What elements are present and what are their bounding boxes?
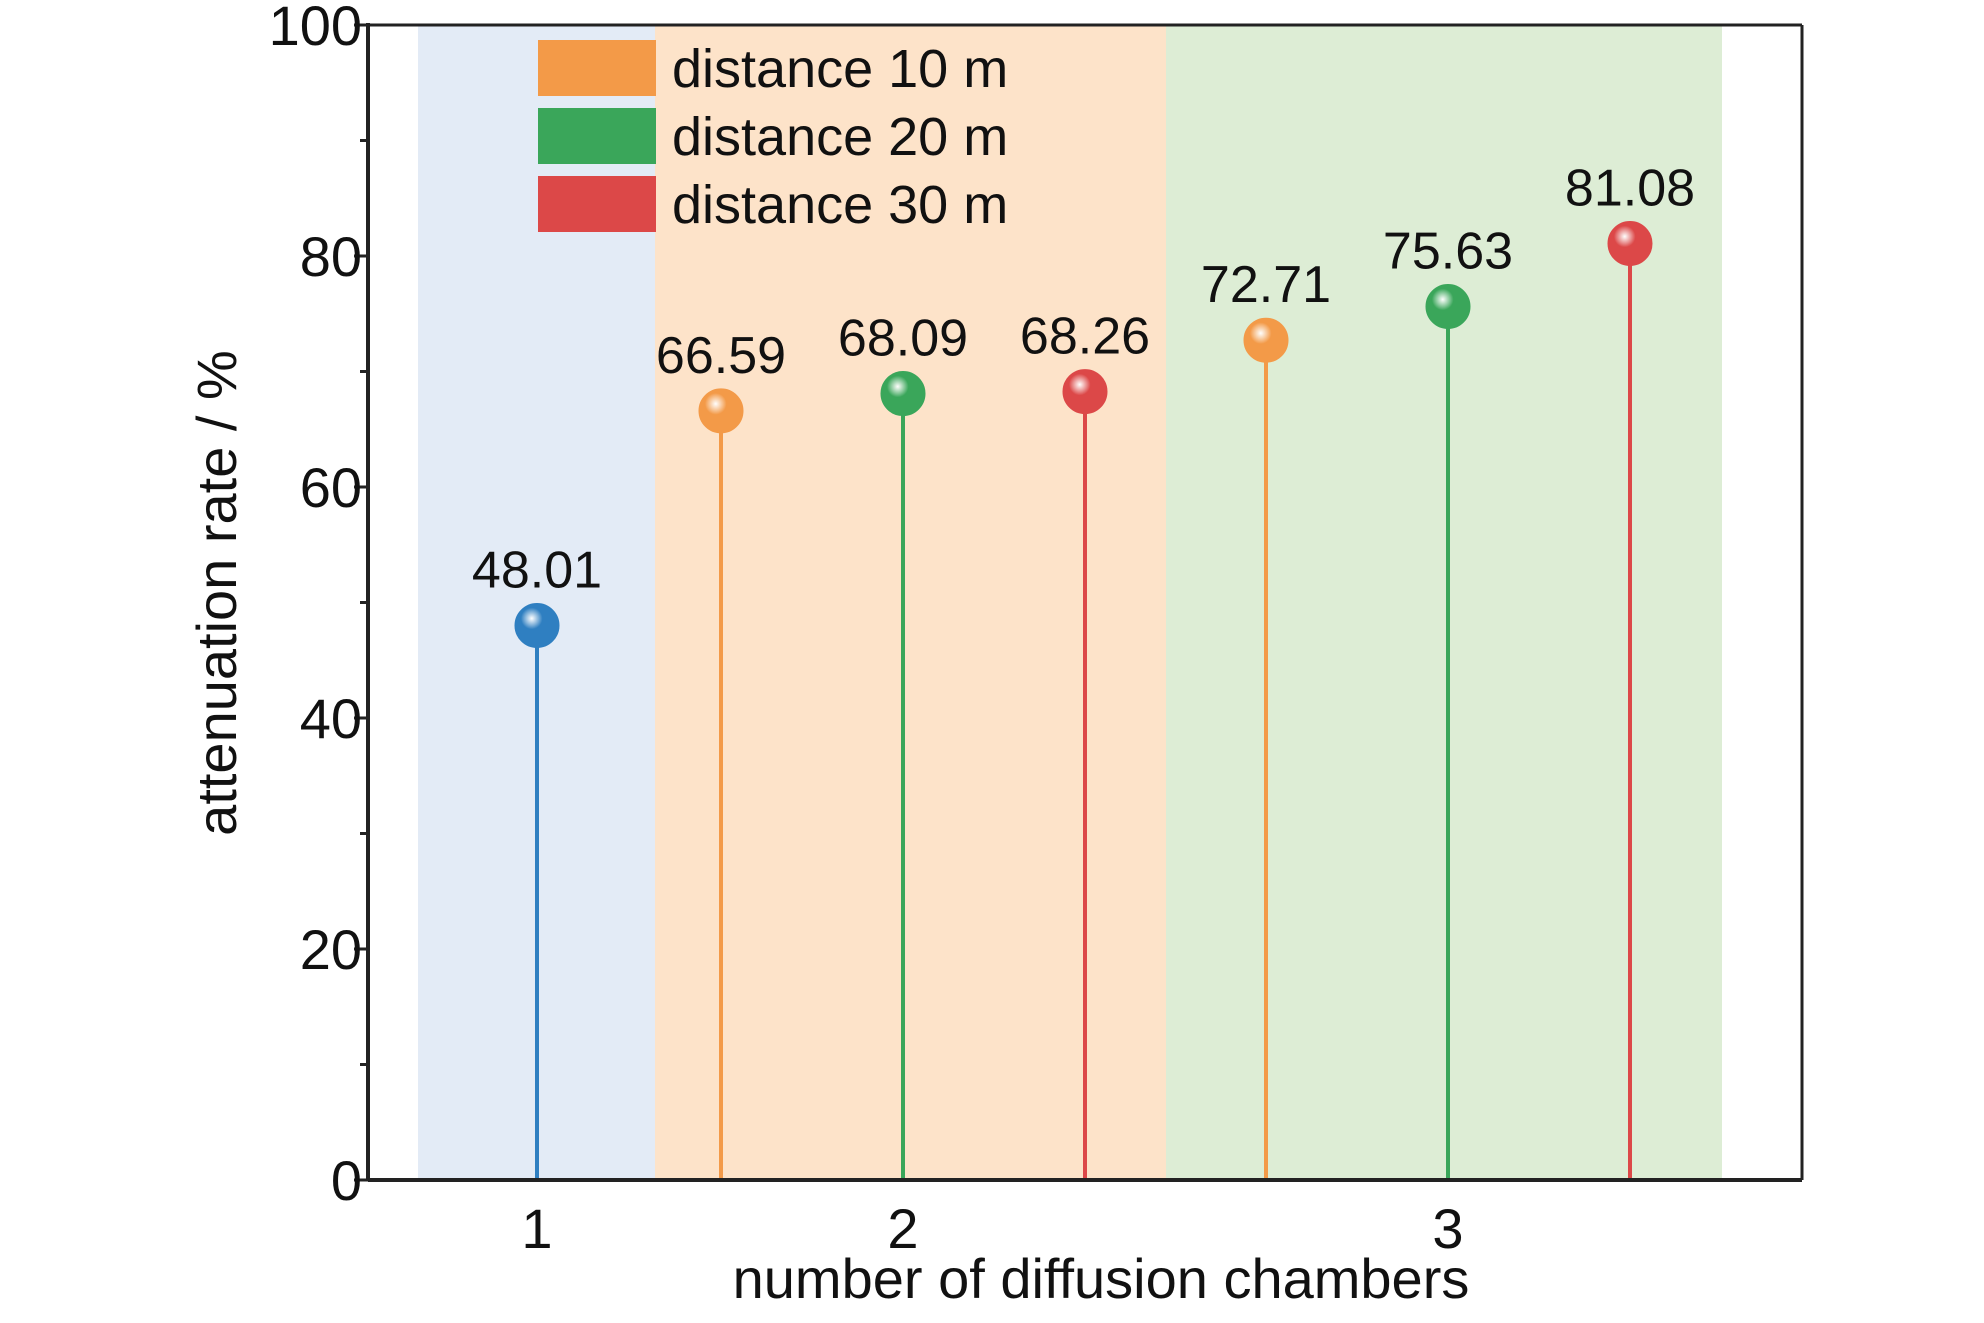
point-2-1 (698, 388, 744, 434)
legend: distance 10 m distance 20 m distance 30 m (538, 39, 1008, 235)
data-label: 68.26 (1020, 308, 1150, 366)
legend-swatch (538, 176, 656, 232)
x-tick-label: 2 (887, 1197, 918, 1260)
data-label: 48.01 (472, 541, 602, 599)
data-label: 66.59 (656, 327, 786, 385)
data-label: 68.09 (838, 310, 968, 368)
y-axis-title: attenuation rate / % (185, 350, 248, 836)
legend-swatch (538, 108, 656, 164)
legend-swatch (538, 40, 656, 96)
y-tick-label: 20 (300, 918, 362, 981)
lollipop-heads (514, 221, 1653, 648)
y-tick-label: 0 (331, 1149, 362, 1212)
point-2-3 (1062, 369, 1108, 415)
y-tick-label: 60 (300, 456, 362, 519)
point-3-1 (1243, 317, 1289, 363)
data-label: 81.08 (1565, 160, 1695, 218)
lollipop-stems (535, 243, 1632, 1180)
legend-label: distance 20 m (672, 107, 1008, 167)
region-2 (655, 25, 1166, 1180)
legend-label: distance 10 m (672, 39, 1008, 99)
y-tick-label: 80 (300, 225, 362, 288)
data-label: 75.63 (1383, 222, 1513, 280)
legend-label: distance 30 m (672, 175, 1008, 235)
x-axis-title: number of diffusion chambers (733, 1247, 1470, 1310)
data-labels: 48.01 66.59 68.09 68.26 72.71 75.63 81.08 (472, 160, 1695, 600)
point-1-1 (514, 602, 560, 648)
axes: 0 20 40 60 80 100 1 2 3 (269, 0, 1804, 1260)
point-2-2 (880, 371, 926, 417)
x-tick-label: 1 (521, 1197, 552, 1260)
point-3-2 (1425, 283, 1471, 329)
y-tick-label: 100 (269, 0, 362, 57)
data-label: 72.71 (1201, 256, 1331, 314)
x-tick-label: 3 (1432, 1197, 1463, 1260)
point-3-3 (1607, 221, 1653, 267)
y-tick-label: 40 (300, 687, 362, 750)
